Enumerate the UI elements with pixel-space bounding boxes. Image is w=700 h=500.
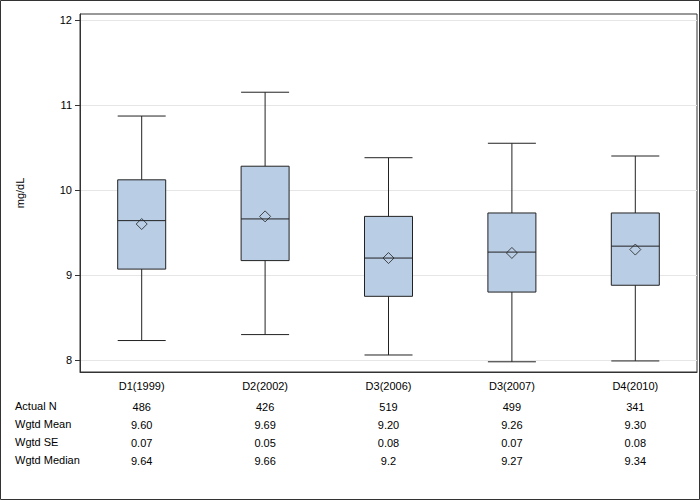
svg-text:9.26: 9.26 — [501, 419, 522, 431]
svg-text:519: 519 — [379, 401, 397, 413]
svg-text:499: 499 — [503, 401, 521, 413]
svg-text:11: 11 — [61, 99, 72, 111]
svg-text:0.05: 0.05 — [254, 437, 275, 449]
svg-text:mg/dL: mg/dL — [14, 178, 26, 209]
svg-text:0.07: 0.07 — [131, 437, 152, 449]
svg-text:9.2: 9.2 — [381, 455, 396, 467]
svg-text:0.07: 0.07 — [501, 437, 522, 449]
svg-text:12: 12 — [60, 14, 72, 26]
svg-text:9.27: 9.27 — [501, 455, 522, 467]
svg-text:9: 9 — [66, 269, 72, 281]
svg-text:0.08: 0.08 — [378, 437, 399, 449]
svg-text:0.08: 0.08 — [625, 437, 646, 449]
svg-text:486: 486 — [133, 401, 151, 413]
svg-text:Actual N: Actual N — [15, 400, 57, 412]
svg-text:426: 426 — [256, 401, 274, 413]
svg-text:D3(2007): D3(2007) — [489, 380, 535, 392]
svg-text:8: 8 — [66, 354, 72, 366]
svg-text:9.34: 9.34 — [625, 455, 646, 467]
svg-text:Wgtd Mean: Wgtd Mean — [15, 418, 71, 430]
svg-text:9.66: 9.66 — [254, 455, 275, 467]
svg-text:10: 10 — [60, 184, 72, 196]
svg-text:9.64: 9.64 — [131, 455, 152, 467]
svg-text:Wgtd SE: Wgtd SE — [15, 436, 58, 448]
svg-text:9.60: 9.60 — [131, 419, 152, 431]
svg-text:9.20: 9.20 — [378, 419, 399, 431]
svg-text:D3(2006): D3(2006) — [366, 380, 412, 392]
svg-text:9.69: 9.69 — [254, 419, 275, 431]
svg-text:341: 341 — [626, 401, 644, 413]
svg-text:D2(2002): D2(2002) — [242, 380, 288, 392]
svg-text:D1(1999): D1(1999) — [119, 380, 165, 392]
svg-text:D4(2010): D4(2010) — [612, 380, 658, 392]
svg-text:9.30: 9.30 — [625, 419, 646, 431]
svg-text:Wgtd Median: Wgtd Median — [15, 454, 80, 466]
